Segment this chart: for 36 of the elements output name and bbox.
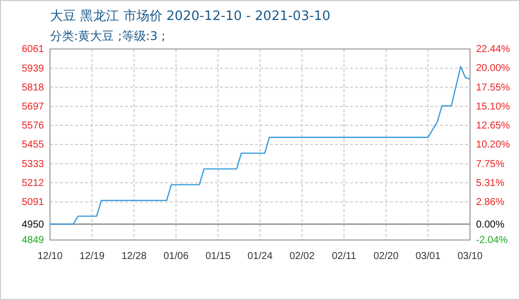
y2-tick-label: 17.55%	[476, 82, 510, 94]
chart-title: 大豆 黑龙江 市场价 2020-12-10 - 2021-03-10	[50, 9, 330, 24]
x-tick-label: 12/10	[37, 251, 63, 262]
y-tick-label: 5939	[22, 63, 44, 74]
x-tick-label: 02/02	[289, 251, 315, 262]
y-tick-label: 4849	[22, 235, 44, 246]
chart-subtitle: 分类:黄大豆 ;等级:3 ;	[50, 29, 166, 43]
x-tick-label: 03/01	[415, 251, 441, 262]
y2-tick-label: 0.00%	[476, 219, 504, 230]
x-tick-label: 02/11	[332, 251, 357, 262]
x-tick-label: 01/24	[247, 251, 273, 262]
y-tick-label: 5212	[22, 178, 44, 189]
y2-tick-label: 12.65%	[476, 120, 510, 132]
y-tick-label: 5091	[22, 197, 44, 208]
line-series	[49, 66, 471, 225]
x-tick-label: 01/06	[163, 251, 189, 262]
y2-tick-label: -2.04%	[476, 235, 508, 246]
y2-tick-label: 10.20%	[476, 140, 510, 151]
y-tick-label: 5818	[22, 82, 44, 94]
y-tick-label: 4950	[22, 219, 44, 230]
x-tick-label: 12/19	[79, 251, 105, 262]
y2-tick-label: 7.75%	[476, 158, 504, 170]
y-tick-label: 5697	[22, 102, 44, 113]
x-tick-label: 03/10	[457, 251, 483, 262]
y2-tick-label: 5.31%	[476, 178, 504, 189]
y2-tick-label: 2.86%	[476, 196, 504, 208]
y2-tick-label: 15.10%	[476, 101, 510, 112]
x-tick-label: 12/28	[121, 251, 147, 262]
x-tick-label: 02/20	[373, 251, 399, 262]
y-tick-label: 5576	[22, 120, 44, 132]
y-tick-label: 5455	[22, 140, 44, 151]
x-tick-label: 01/15	[205, 251, 231, 262]
y-tick-label: 6061	[22, 44, 44, 56]
y2-tick-label: 20.00%	[476, 63, 510, 74]
y2-tick-label: 22.44%	[476, 44, 510, 56]
y-tick-label: 5333	[22, 158, 44, 170]
